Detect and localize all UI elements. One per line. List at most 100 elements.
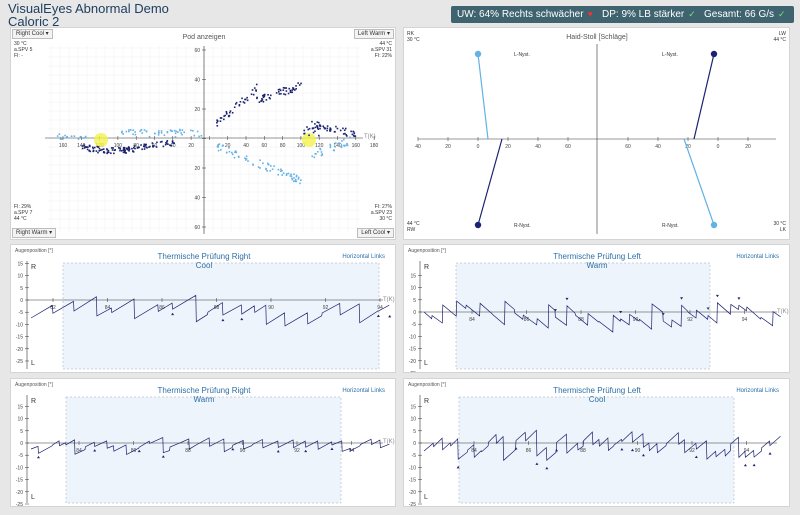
data-point	[343, 144, 345, 147]
horizontal-links-link[interactable]: Horizontal Links	[736, 254, 779, 260]
check-icon: ✓	[688, 9, 696, 19]
data-point	[229, 110, 232, 112]
data-point	[329, 144, 332, 147]
y-tick-label: 0	[20, 298, 23, 304]
data-point	[225, 110, 228, 113]
horizontal-links-link[interactable]: Horizontal Links	[342, 388, 385, 394]
saccade-marker	[376, 314, 380, 317]
data-point	[154, 132, 156, 135]
data-point	[290, 173, 292, 176]
x-tick-label: 92	[294, 448, 300, 454]
data-point	[85, 146, 88, 148]
x-tick-label: 84	[105, 305, 111, 311]
chart-title: Thermische Prüfung Right	[157, 386, 251, 395]
data-point	[177, 131, 179, 133]
check-icon: ✓	[778, 9, 786, 19]
pod-info-tr: 44 °C a.SPV 31 FI: 22%	[371, 41, 392, 59]
data-point	[220, 148, 222, 151]
data-point	[292, 88, 295, 91]
data-point	[153, 145, 155, 147]
data-point	[143, 143, 146, 146]
data-point	[294, 89, 296, 91]
data-point	[243, 102, 246, 104]
data-point	[246, 96, 248, 99]
x-tick-label: 160	[59, 143, 68, 149]
info-line: a.SPV 31	[370, 47, 392, 53]
dropdown-label: Left Cool	[361, 230, 386, 236]
x-tick-label: 100	[297, 143, 306, 149]
data-point	[281, 169, 283, 172]
data-point	[163, 134, 166, 136]
y-tick-label: 60	[194, 48, 200, 54]
dropdown-left-warm[interactable]: Left Warm ▾	[353, 29, 394, 39]
dropdown-right-warm[interactable]: Right Warm ▾	[12, 228, 57, 238]
data-point	[251, 89, 254, 91]
data-point	[343, 138, 345, 141]
info-line: 30 °C	[379, 216, 392, 222]
data-point	[81, 147, 84, 150]
data-point	[128, 150, 130, 152]
x-tick-label: 88	[185, 448, 191, 454]
pod-chart-panel: 1601401201008060402020406080100120140160…	[10, 27, 396, 240]
data-point	[93, 146, 96, 149]
data-point	[300, 82, 302, 85]
data-point	[334, 145, 336, 148]
data-point	[295, 174, 298, 177]
dropdown-right-cool[interactable]: Right Cool ▾	[12, 29, 53, 39]
data-point	[295, 180, 298, 183]
data-point	[316, 124, 318, 127]
data-point	[123, 146, 126, 149]
saccade-marker	[680, 297, 684, 300]
data-point	[318, 121, 320, 124]
data-point	[285, 87, 288, 89]
data-point	[280, 92, 282, 95]
data-point	[119, 149, 121, 152]
horizontal-links-link[interactable]: Horizontal Links	[736, 388, 779, 394]
chart-subtitle: Cool	[195, 261, 213, 270]
data-point	[155, 146, 158, 148]
data-point	[132, 133, 134, 136]
data-point	[110, 147, 113, 149]
data-point	[110, 152, 112, 155]
data-point	[326, 127, 329, 130]
data-point	[224, 114, 226, 117]
horizontal-links-link[interactable]: Horizontal Links	[342, 254, 385, 260]
data-point	[238, 104, 241, 107]
data-point	[143, 148, 146, 150]
data-point	[303, 132, 306, 135]
data-point	[318, 124, 321, 127]
data-point	[314, 123, 316, 125]
chart-title: Thermische Prüfung Left	[553, 252, 641, 261]
data-point	[262, 162, 264, 165]
data-point	[126, 148, 129, 151]
dropdown-left-cool[interactable]: Left Cool ▾	[357, 228, 394, 238]
data-point	[122, 146, 125, 149]
data-point	[312, 131, 315, 134]
x-tick-label: 100	[114, 143, 123, 149]
data-point	[256, 96, 258, 99]
data-point	[77, 138, 80, 140]
data-point	[279, 170, 282, 172]
data-point	[342, 133, 345, 135]
data-point	[311, 120, 313, 123]
data-point	[292, 87, 294, 89]
data-point	[259, 159, 261, 162]
data-point	[145, 130, 148, 132]
y-tick-label: 20	[194, 107, 200, 113]
data-point	[167, 143, 169, 145]
data-point	[106, 148, 109, 151]
data-point	[311, 127, 314, 130]
data-point	[92, 150, 95, 153]
data-point	[175, 130, 178, 133]
y-tick-label: -5	[412, 453, 417, 459]
y-tick-label: 5	[413, 298, 416, 304]
data-point	[317, 134, 320, 137]
data-point	[127, 147, 129, 150]
data-point	[259, 167, 261, 169]
data-point	[196, 130, 199, 133]
y-tick-label: -10	[409, 334, 416, 340]
shaded-region	[65, 396, 342, 504]
data-point	[170, 144, 172, 147]
saccade-marker	[737, 297, 741, 300]
